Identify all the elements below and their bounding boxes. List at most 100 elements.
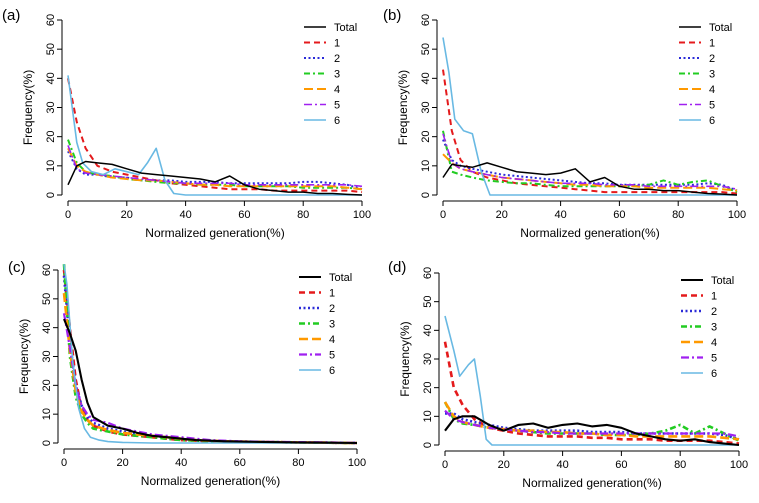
series-line-group-4 [62,292,358,445]
series-line-total [444,415,740,447]
x-tick-label: 20 [121,209,133,221]
y-tick-label: 60 [45,14,57,26]
legend-label: 5 [334,100,340,112]
y-tick-label: 50 [45,43,57,55]
y-tick-label: 0 [41,440,53,446]
legend-label: 5 [329,350,335,362]
legend-label: 6 [334,115,340,127]
legend-label: 6 [329,365,335,377]
legend-label: 5 [709,100,715,112]
x-axis-title: Normalized generation(%) [141,474,280,488]
series-line-group-3 [62,264,358,445]
x-axis-title: Normalized generation(%) [520,226,659,240]
x-tick-label: 100 [730,459,748,471]
panel-label-d: (d) [388,259,406,276]
y-tick-label: 10 [420,160,432,172]
x-tick-label: 100 [348,457,366,469]
legend-label: 3 [709,69,715,81]
y-tick-label: 50 [420,43,432,55]
series-line-group-3 [443,401,740,442]
y-tick-label: 20 [41,379,53,391]
chart-panel-a: (a) 0 10 20 30 40 50 60 0 20 40 60 80 100 Normalized g… [2,7,371,240]
series-line-group-2 [62,275,358,445]
series-line-group-3 [442,130,738,194]
legend-label: 3 [711,322,717,334]
y-tick-label: 30 [422,353,434,365]
series-line-group-6 [442,37,737,196]
series-line-total [442,162,738,196]
legend-label: Total [711,275,734,287]
x-tick-label: 0 [440,209,446,221]
x-tick-label: 80 [297,209,309,221]
x-tick-label: 0 [61,457,67,469]
x-tick-label: 40 [554,209,566,221]
legend-label: 3 [334,69,340,81]
series-line-group-6 [67,75,362,196]
legend-label: 4 [709,84,715,96]
legend-label: 6 [711,368,717,380]
series-line-total [67,160,363,196]
series-line-group-1 [67,78,363,194]
x-tick-label: 20 [116,457,128,469]
x-tick-label: 60 [613,209,625,221]
y-tick-label: 20 [45,131,57,143]
legend-label: 6 [709,115,715,127]
panel-label-c: (c) [8,259,26,276]
y-tick-label: 10 [45,160,57,172]
legend-label: Total [329,272,352,284]
x-tick-label: 60 [238,209,250,221]
chart-panel-d: (d) 0 10 20 30 40 50 60 0 20 40 60 80 100 Normalized g… [388,259,748,490]
x-tick-label: 0 [442,459,448,471]
legend-label: 4 [711,337,717,349]
y-tick-label: 20 [420,131,432,143]
legend-label: 5 [711,353,717,365]
x-tick-label: 40 [556,459,568,471]
y-axis-title: Frequency(%) [396,70,410,145]
chart-panel-b: (b) 0 10 20 30 40 50 60 0 20 40 60 80 100 Normalized g… [383,7,746,240]
legend-label: 2 [329,303,335,315]
legend-label: 3 [329,319,335,331]
y-tick-label: 0 [45,192,57,198]
series-line-group-5 [67,145,363,188]
y-tick-label: 0 [422,442,434,448]
y-tick-label: 10 [41,408,53,420]
y-tick-label: 30 [45,101,57,113]
y-tick-label: 50 [422,296,434,308]
legend-label: Total [709,22,732,34]
series-line-group-6 [444,315,739,446]
y-tick-label: 40 [420,72,432,84]
x-tick-label: 100 [353,209,371,221]
chart-panel-c: (c) 0 10 20 30 40 50 60 0 20 40 60 80 100 Normalized g… [8,259,366,488]
x-tick-label: 80 [674,459,686,471]
y-tick-label: 40 [422,324,434,336]
panel-label-a: (a) [2,7,20,24]
series-line-group-6 [63,264,357,444]
y-tick-label: 60 [41,264,53,276]
y-tick-label: 30 [41,350,53,362]
series-line-group-5 [442,133,738,190]
panel-label-b: (b) [383,7,401,24]
legend-label: 2 [334,53,340,65]
legend-label: 1 [329,288,335,300]
series-line-group-5 [444,409,740,438]
y-tick-label: 50 [41,293,53,305]
x-tick-label: 80 [292,457,304,469]
legend-label: 4 [334,84,340,96]
y-tick-label: 10 [422,410,434,422]
y-tick-label: 30 [420,101,432,113]
legend-label: 4 [329,334,335,346]
x-tick-label: 40 [175,457,187,469]
series-line-total [63,318,358,445]
legend-label: 1 [711,291,717,303]
series-line-group-1 [62,269,358,445]
y-tick-label: 60 [422,267,434,279]
x-tick-label: 20 [496,209,508,221]
y-tick-label: 0 [420,192,432,198]
y-tick-label: 40 [41,322,53,334]
y-axis-title: Frequency(%) [398,321,412,396]
y-tick-label: 20 [422,382,434,394]
x-tick-label: 20 [498,459,510,471]
legend-label: 2 [711,306,717,318]
y-tick-label: 40 [45,72,57,84]
